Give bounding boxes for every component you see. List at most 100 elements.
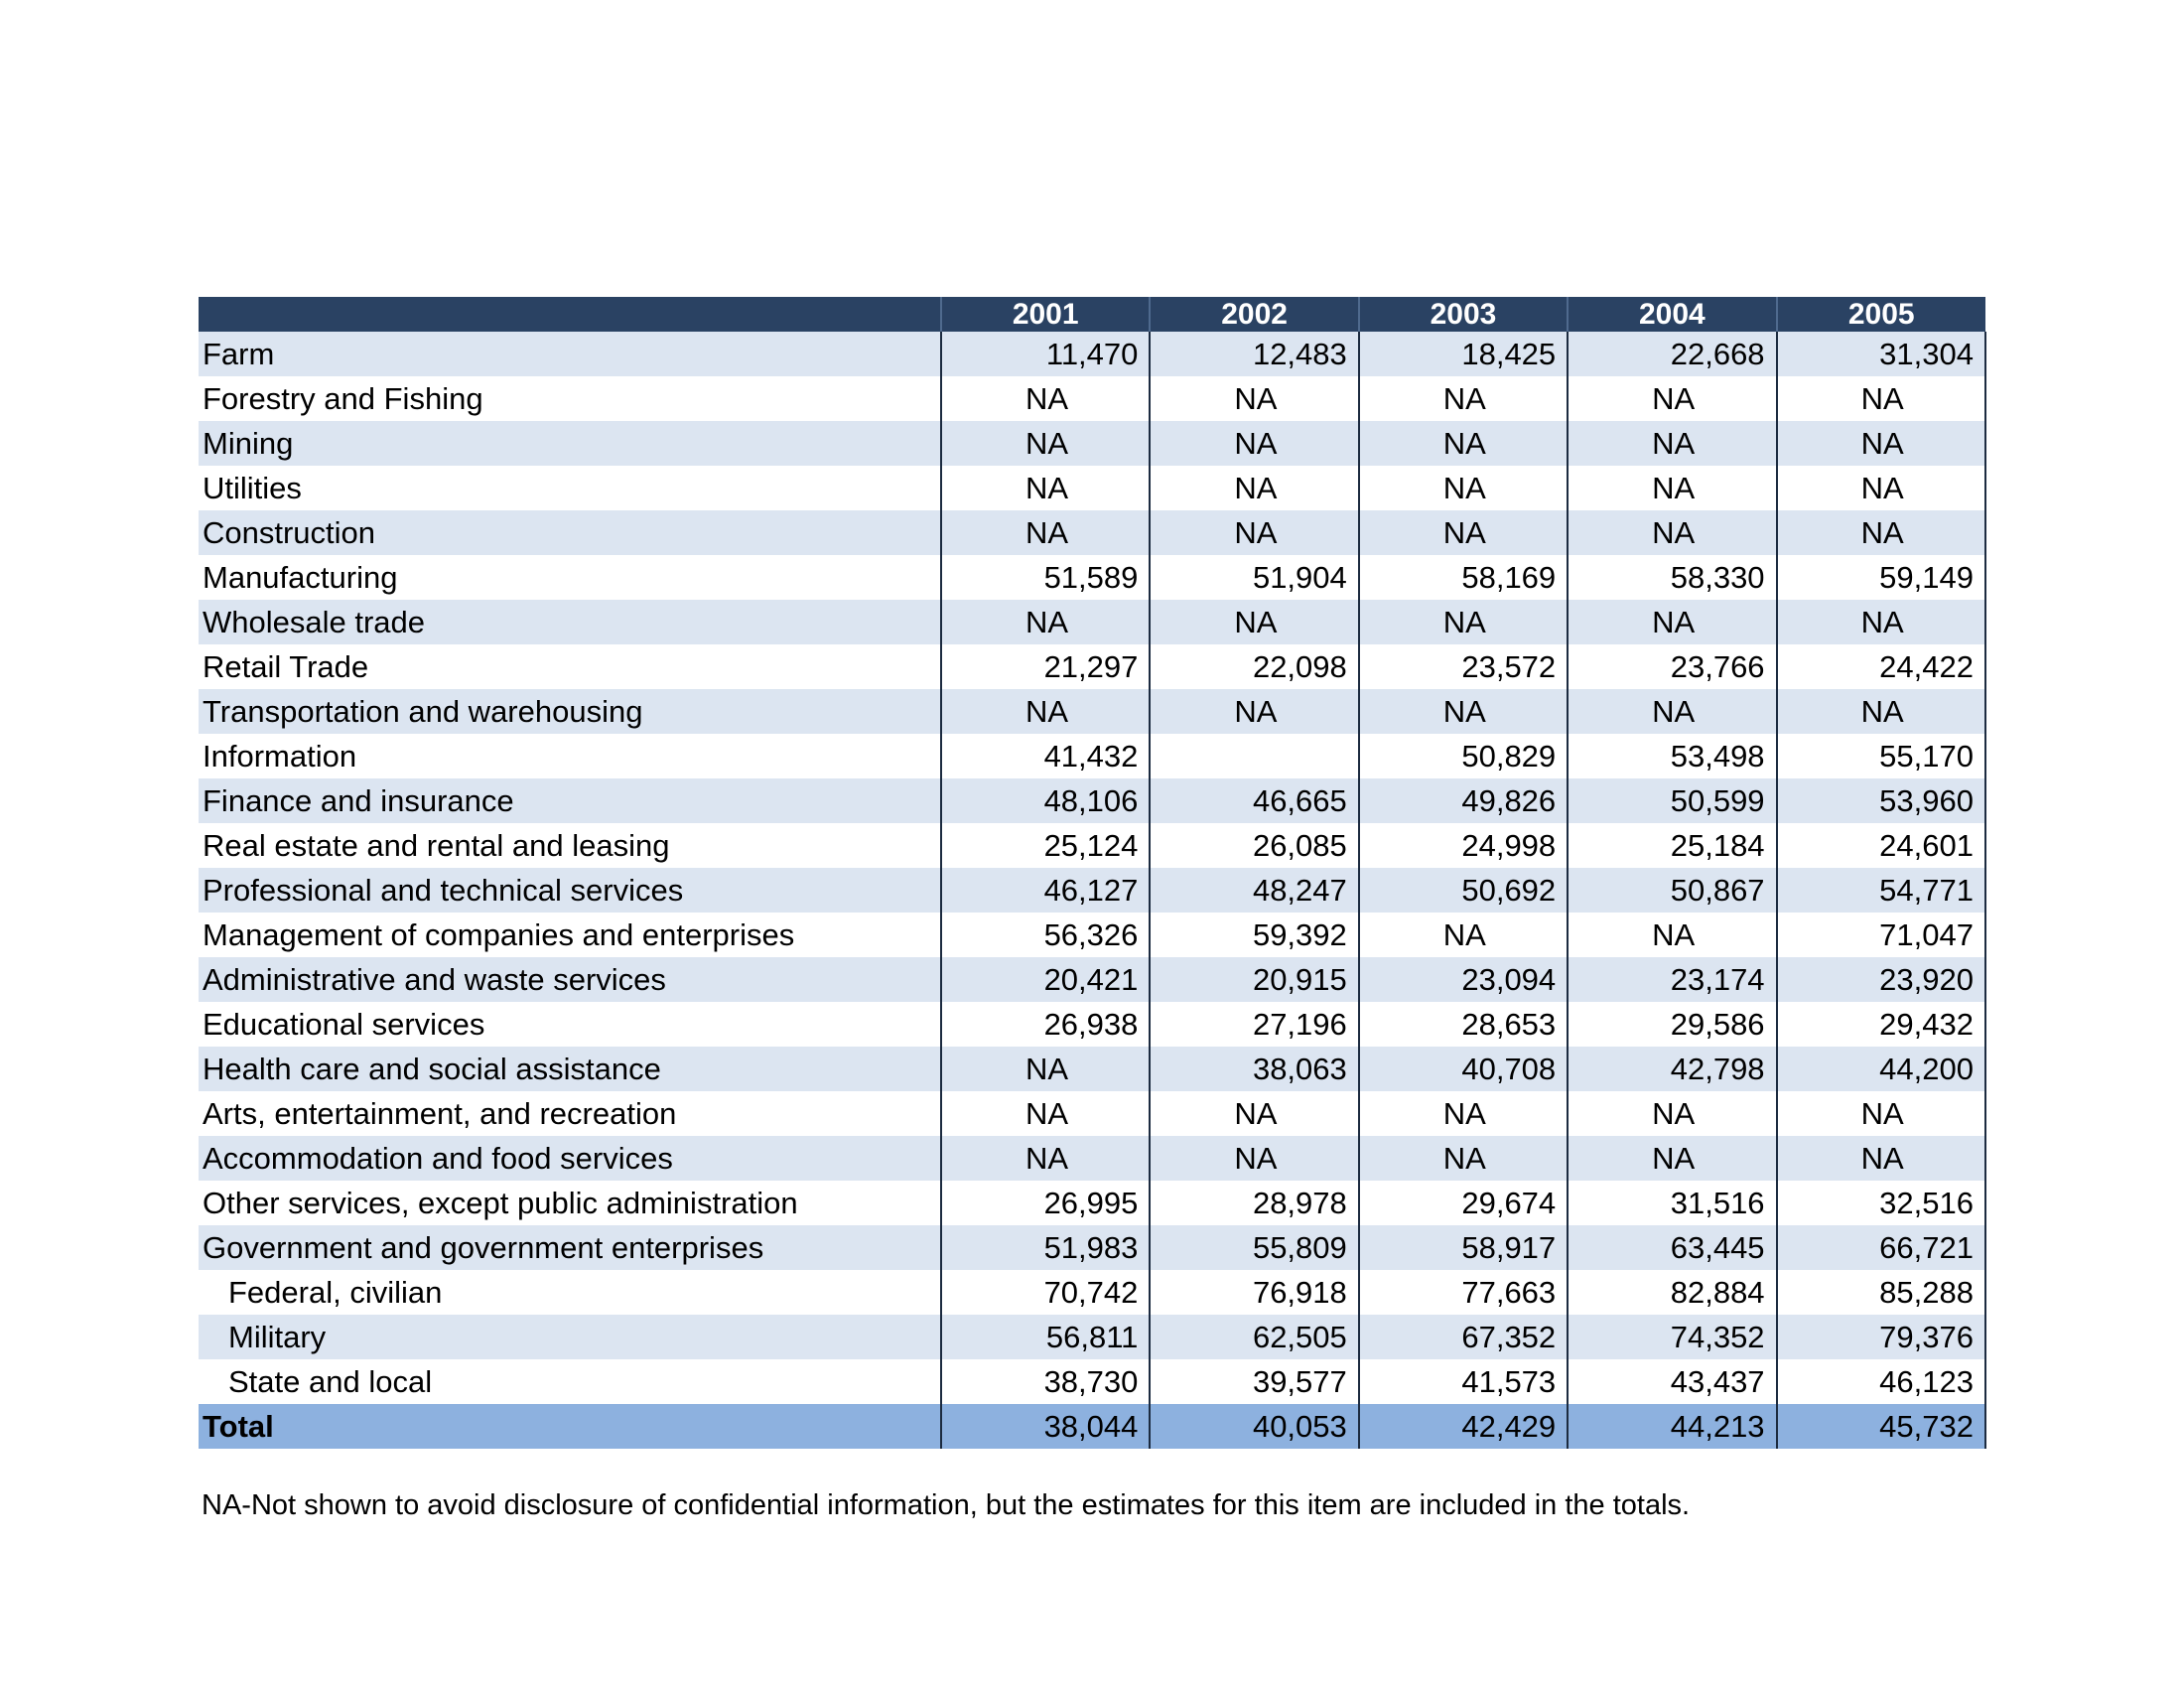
cell-value: 46,123: [1775, 1359, 1986, 1404]
row-label: Finance and insurance: [199, 778, 941, 823]
table-row: State and local 38,730 39,577 41,573 43,437 4…: [199, 1359, 1986, 1404]
cell-value: 23,174: [1567, 957, 1777, 1002]
total-row: Total 38,044 40,053 42,429 44,213 45,732: [199, 1404, 1986, 1449]
cell-value: 58,330: [1567, 555, 1777, 600]
cell-value: NA: [939, 1047, 1151, 1091]
table-row: Utilities NA NA NA NA NA: [199, 466, 1986, 510]
cell-value: 67,352: [1357, 1315, 1569, 1359]
cell-value: 74,352: [1567, 1315, 1777, 1359]
cell-value: 38,730: [939, 1359, 1151, 1404]
cell-value: 24,998: [1357, 823, 1569, 868]
cell-value: NA: [1357, 913, 1569, 957]
cell-value: 56,326: [939, 913, 1151, 957]
cell-value: NA: [1357, 510, 1569, 555]
cell-value: 24,422: [1775, 644, 1986, 689]
row-label: Military: [199, 1315, 941, 1359]
cell-value: 25,124: [939, 823, 1151, 868]
row-label: Administrative and waste services: [199, 957, 941, 1002]
row-label: Arts, entertainment, and recreation: [199, 1091, 941, 1136]
cell-value: NA: [1775, 376, 1986, 421]
row-label: Other services, except public administra…: [199, 1181, 941, 1225]
row-label: Health care and social assistance: [199, 1047, 941, 1091]
cell-value: 41,432: [939, 734, 1151, 778]
row-label: Information: [199, 734, 941, 778]
cell-value: 71,047: [1775, 913, 1986, 957]
row-label: Utilities: [199, 466, 941, 510]
cell-value: 77,663: [1357, 1270, 1569, 1315]
total-value: 40,053: [1149, 1404, 1359, 1449]
cell-value: NA: [1775, 421, 1986, 466]
cell-value: NA: [1567, 913, 1777, 957]
cell-value: NA: [1567, 1091, 1777, 1136]
total-value: 42,429: [1357, 1404, 1569, 1449]
table-row: Administrative and waste services 20,421 2…: [199, 957, 1986, 1002]
cell-value: NA: [1567, 376, 1777, 421]
cell-value: 28,978: [1149, 1181, 1359, 1225]
cell-value: NA: [939, 1091, 1151, 1136]
table-row: Other services, except public administra…: [199, 1181, 1986, 1225]
table-row: Forestry and Fishing NA NA NA NA NA: [199, 376, 1986, 421]
table-row: Government and government enterprises 51,…: [199, 1225, 1986, 1270]
cell-value: 25,184: [1567, 823, 1777, 868]
row-label: Transportation and warehousing: [199, 689, 941, 734]
cell-value: 50,829: [1357, 734, 1569, 778]
cell-value: NA: [1357, 600, 1569, 644]
cell-value: 55,809: [1149, 1225, 1359, 1270]
cell-value: NA: [1567, 1136, 1777, 1181]
row-label: Real estate and rental and leasing: [199, 823, 941, 868]
cell-value: 20,421: [939, 957, 1151, 1002]
cell-value: NA: [1775, 600, 1986, 644]
cell-value: NA: [1357, 689, 1569, 734]
cell-value: NA: [1149, 600, 1359, 644]
cell-value: 11,470: [939, 332, 1151, 376]
table-row: Farm 11,470 12,483 18,425 22,668 31,304: [199, 332, 1986, 376]
header-corner: [199, 297, 941, 332]
cell-value: 51,589: [939, 555, 1151, 600]
cell-value: 55,170: [1775, 734, 1986, 778]
cell-value: NA: [1567, 466, 1777, 510]
cell-value: 85,288: [1775, 1270, 1986, 1315]
row-label: Federal, civilian: [199, 1270, 941, 1315]
header-year: 2002: [1149, 297, 1359, 332]
row-label: Forestry and Fishing: [199, 376, 941, 421]
row-label: Mining: [199, 421, 941, 466]
cell-value: NA: [1567, 510, 1777, 555]
cell-value: 50,599: [1567, 778, 1777, 823]
cell-value: 29,586: [1567, 1002, 1777, 1047]
cell-value: NA: [939, 466, 1151, 510]
earnings-table-container: 2001 2002 2003 2004 2005 Farm 11,470 12,48…: [199, 297, 1986, 1449]
cell-value: NA: [1149, 466, 1359, 510]
cell-value: NA: [1775, 1091, 1986, 1136]
cell-value: 49,826: [1357, 778, 1569, 823]
row-label: Government and government enterprises: [199, 1225, 941, 1270]
cell-value: 59,149: [1775, 555, 1986, 600]
row-label: State and local: [199, 1359, 941, 1404]
table-body: Farm 11,470 12,483 18,425 22,668 31,304 Forest…: [199, 332, 1986, 1449]
row-label: Educational services: [199, 1002, 941, 1047]
table-row: Management of companies and enterprises 5…: [199, 913, 1986, 957]
cell-value: 29,432: [1775, 1002, 1986, 1047]
cell-value: 26,085: [1149, 823, 1359, 868]
table-row: Health care and social assistance NA 38,06…: [199, 1047, 1986, 1091]
cell-value: 26,995: [939, 1181, 1151, 1225]
cell-value: 51,983: [939, 1225, 1151, 1270]
cell-value: NA: [1357, 466, 1569, 510]
cell-value: NA: [1775, 689, 1986, 734]
cell-value: NA: [1775, 1136, 1986, 1181]
cell-value: 12,483: [1149, 332, 1359, 376]
cell-value: 31,516: [1567, 1181, 1777, 1225]
cell-value: 39,577: [1149, 1359, 1359, 1404]
row-label: Construction: [199, 510, 941, 555]
row-label: Accommodation and food services: [199, 1136, 941, 1181]
cell-value: 58,917: [1357, 1225, 1569, 1270]
cell-value: 79,376: [1775, 1315, 1986, 1359]
cell-value: 21,297: [939, 644, 1151, 689]
cell-value: NA: [939, 376, 1151, 421]
cell-value: 59,392: [1149, 913, 1359, 957]
cell-value: 24,601: [1775, 823, 1986, 868]
header-year: 2001: [939, 297, 1151, 332]
cell-value: 40,708: [1357, 1047, 1569, 1091]
cell-value: 53,960: [1775, 778, 1986, 823]
table-row: Finance and insurance 48,106 46,665 49,826 5…: [199, 778, 1986, 823]
cell-value: NA: [1149, 510, 1359, 555]
